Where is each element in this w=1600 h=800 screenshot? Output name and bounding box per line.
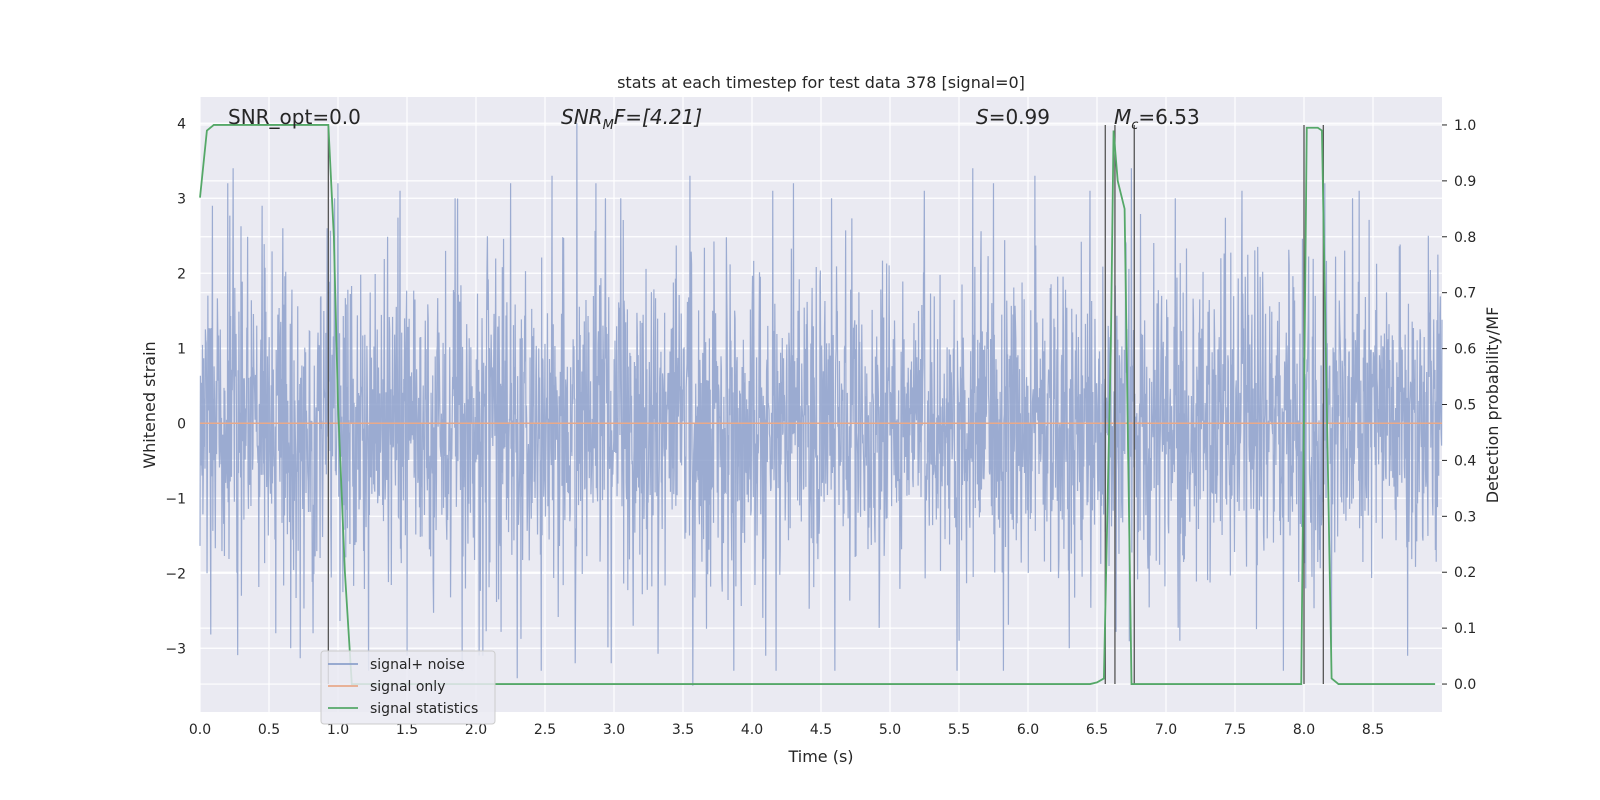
y-left-tick-label: 4 xyxy=(177,116,186,132)
x-tick-labels: 0.0 0.5 1.0 1.5 2.0 2.5 3.0 3.5 4.0 4.5 5.0 5.5 6.0 6… xyxy=(189,722,1384,738)
x-tick-label: 3.0 xyxy=(603,722,625,738)
y-left-tick-label: −1 xyxy=(165,491,186,507)
annotation-snr-mf: SNRMF=[4.21] xyxy=(561,105,702,133)
legend-label-signal-noise: signal+ noise xyxy=(370,657,465,673)
y-left-tick-labels: 4 3 2 1 0 −1 −2 −3 xyxy=(165,116,186,657)
y-right-tick-label: 0.7 xyxy=(1454,286,1476,302)
y-left-tick-label: −3 xyxy=(165,641,186,657)
y-right-tick-labels: 1.0 0.9 0.8 0.7 0.6 0.5 0.4 0.3 0.2 0.1 0.0 xyxy=(1442,118,1476,693)
legend-label-signal-statistics: signal statistics xyxy=(370,701,478,717)
y-right-tick-label: 1.0 xyxy=(1454,118,1476,134)
y-left-tick-label: 0 xyxy=(177,416,186,432)
y-right-tick-label: 0.4 xyxy=(1454,453,1476,469)
annotation-s: S=0.99 xyxy=(976,105,1050,129)
y-right-tick-label: 0.9 xyxy=(1454,174,1476,190)
x-tick-label: 1.0 xyxy=(327,722,349,738)
x-tick-label: 1.5 xyxy=(396,722,418,738)
annotation-mc: Mc=6.53 xyxy=(1114,105,1200,133)
x-tick-label: 0.0 xyxy=(189,722,211,738)
x-tick-label: 8.5 xyxy=(1362,722,1384,738)
x-tick-label: 2.5 xyxy=(534,722,556,738)
x-tick-label: 8.0 xyxy=(1293,722,1315,738)
x-tick-label: 5.5 xyxy=(948,722,970,738)
legend-label-signal-only: signal only xyxy=(370,679,445,695)
y-left-axis-label: Whitened strain xyxy=(140,341,159,468)
legend-box xyxy=(320,650,496,725)
y-right-tick-label: 0.3 xyxy=(1454,509,1476,525)
y-right-axis-label: Detection probability/MF xyxy=(1483,307,1502,504)
x-tick-label: 6.0 xyxy=(1017,722,1039,738)
x-tick-label: 2.0 xyxy=(465,722,487,738)
signal-statistics-series xyxy=(199,124,1436,685)
x-tick-label: 3.5 xyxy=(672,722,694,738)
y-left-tick-label: 2 xyxy=(177,266,186,282)
chart-title: stats at each timestep for test data 378… xyxy=(617,73,1025,92)
x-axis-label: Time (s) xyxy=(787,747,853,766)
annotation-snr-opt: SNR_opt=0.0 xyxy=(228,105,361,129)
y-right-tick-label: 0.5 xyxy=(1454,398,1476,414)
y-right-tick-label: 0.0 xyxy=(1454,677,1476,693)
x-tick-label: 7.5 xyxy=(1224,722,1246,738)
x-tick-label: 4.0 xyxy=(741,722,763,738)
y-right-tick-label: 0.1 xyxy=(1454,621,1476,637)
x-tick-label: 0.5 xyxy=(258,722,280,738)
x-tick-label: 7.0 xyxy=(1155,722,1177,738)
y-left-tick-label: −2 xyxy=(165,566,186,582)
signal-noise-line xyxy=(199,123,1443,686)
y-left-tick-label: 3 xyxy=(177,191,186,207)
signal-statistics-line xyxy=(199,124,1436,685)
noise-series xyxy=(199,123,1443,686)
y-left-tick-label: 1 xyxy=(177,341,186,357)
y-right-tick-label: 0.8 xyxy=(1454,230,1476,246)
legend: signal+ noise signal only signal statist… xyxy=(320,650,496,725)
y-right-tick-label: 0.6 xyxy=(1454,342,1476,358)
y-right-tick-label: 0.2 xyxy=(1454,565,1476,581)
x-tick-label: 5.0 xyxy=(879,722,901,738)
x-tick-label: 6.5 xyxy=(1086,722,1108,738)
x-tick-label: 4.5 xyxy=(810,722,832,738)
